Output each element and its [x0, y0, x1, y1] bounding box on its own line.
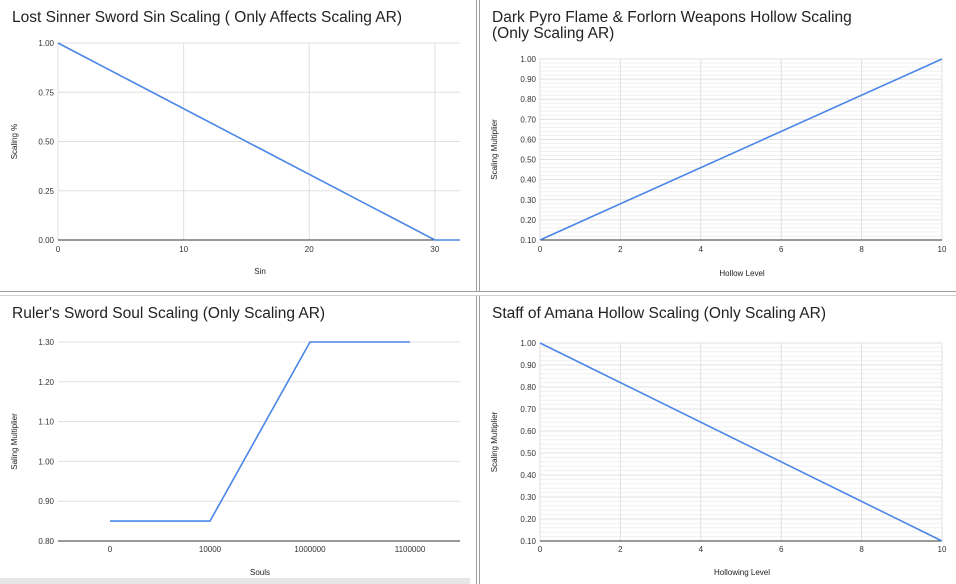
y-tick-label: 0.20 [520, 216, 536, 225]
y-tick-label: 1.30 [38, 338, 54, 347]
chart-panel-sin-scaling: Lost Sinner Sword Sin Scaling ( Only Aff… [0, 0, 476, 291]
x-tick-label: 8 [859, 245, 864, 254]
series-line [57, 42, 460, 241]
y-tick-label: 0.60 [520, 135, 536, 144]
x-tick-label: 0 [538, 245, 543, 254]
y-tick-label: 0.30 [520, 196, 536, 205]
y-tick-label: 0.80 [38, 537, 54, 546]
x-tick-label: 20 [305, 245, 314, 254]
chart-panel-amana-hollow-scaling: Staff of Amana Hollow Scaling (Only Scal… [480, 296, 956, 584]
x-tick-label: 0 [56, 245, 61, 254]
y-axis-label: Scaling % [10, 124, 19, 160]
series-line [539, 342, 943, 542]
y-tick-label: 0.50 [520, 156, 536, 165]
x-tick-label: 2 [618, 545, 623, 554]
y-tick-label: 0.00 [38, 236, 54, 245]
series-line [539, 58, 943, 241]
series-line [110, 341, 410, 522]
y-tick-label: 0.60 [520, 427, 536, 436]
chart-panel-soul-scaling: Ruler's Sword Soul Scaling (Only Scaling… [0, 296, 476, 584]
y-tick-label: 1.10 [38, 418, 54, 427]
x-axis-label: Hollow Level [719, 269, 765, 278]
x-tick-label: 0 [108, 545, 113, 554]
x-tick-label: 8 [859, 545, 864, 554]
y-tick-label: 0.75 [38, 88, 54, 97]
x-tick-label: 4 [699, 245, 704, 254]
x-tick-label: 30 [430, 245, 439, 254]
x-axis-label: Souls [250, 568, 270, 577]
chart-title: Dark Pyro Flame & Forlorn Weapons Hollow… [492, 9, 852, 42]
y-tick-label: 0.25 [38, 187, 54, 196]
x-axis-label: Sin [254, 267, 266, 276]
y-tick-label: 1.00 [38, 39, 54, 48]
x-tick-label: 0 [538, 545, 543, 554]
y-tick-label: 1.00 [38, 457, 54, 466]
y-axis-label: Saling Multiplier [10, 413, 19, 470]
y-tick-label: 0.30 [520, 493, 536, 502]
x-axis-label: Hollowing Level [714, 568, 770, 577]
chart-title: Ruler's Sword Soul Scaling (Only Scaling… [12, 305, 326, 322]
x-tick-label: 4 [699, 545, 704, 554]
y-tick-label: 0.50 [38, 138, 54, 147]
y-tick-label: 1.00 [520, 339, 536, 348]
y-axis-label: Scaling Multiplier [490, 119, 499, 180]
y-tick-label: 0.90 [520, 361, 536, 370]
y-tick-label: 0.50 [520, 449, 536, 458]
x-tick-label: 1100000 [395, 545, 426, 554]
x-tick-label: 6 [779, 245, 784, 254]
amana-hollow-scaling-chart: 0.10 0.20 0.30 0.40 0.50 0.60 0.70 0.80 0.90 1.00… [490, 339, 947, 577]
y-tick-label: 0.10 [520, 236, 536, 245]
y-tick-label: 1.00 [520, 55, 536, 64]
x-tick-label: 1000000 [294, 545, 326, 554]
horizontal-scrollbar[interactable] [0, 578, 470, 584]
x-tick-label: 10 [938, 245, 947, 254]
chart-panel-pyro-hollow-scaling: Dark Pyro Flame & Forlorn Weapons Hollow… [480, 0, 956, 291]
horizontal-divider [0, 291, 956, 296]
sin-scaling-chart: 0.00 0.25 0.50 0.75 1.00 0 10 20 30 Sin Scaling % [10, 39, 460, 276]
y-tick-label: 0.70 [520, 405, 536, 414]
y-tick-label: 0.70 [520, 115, 536, 124]
chart-title: Staff of Amana Hollow Scaling (Only Scal… [492, 305, 826, 322]
soul-scaling-chart: 0.80 0.90 1.00 1.10 1.20 1.30 0 10000 1000000 110… [10, 338, 460, 577]
y-tick-label: 0.80 [520, 95, 536, 104]
y-tick-label: 0.40 [520, 471, 536, 480]
y-tick-label: 0.90 [520, 75, 536, 84]
x-tick-label: 10 [179, 245, 188, 254]
pyro-hollow-scaling-chart: 0.10 0.20 0.30 0.40 0.50 0.60 0.70 0.80 0.90 1.00… [490, 55, 947, 278]
x-tick-label: 2 [618, 245, 623, 254]
y-tick-label: 0.10 [520, 537, 536, 546]
y-tick-label: 0.90 [38, 497, 54, 506]
y-tick-label: 0.20 [520, 515, 536, 524]
x-tick-label: 10 [938, 545, 947, 554]
y-tick-label: 0.80 [520, 383, 536, 392]
x-tick-label: 6 [779, 545, 784, 554]
y-tick-label: 1.20 [38, 378, 54, 387]
y-axis-label: Scaling Multiplier [490, 411, 499, 472]
y-tick-label: 0.40 [520, 176, 536, 185]
chart-title: Lost Sinner Sword Sin Scaling ( Only Aff… [12, 9, 402, 26]
x-tick-label: 10000 [199, 545, 222, 554]
